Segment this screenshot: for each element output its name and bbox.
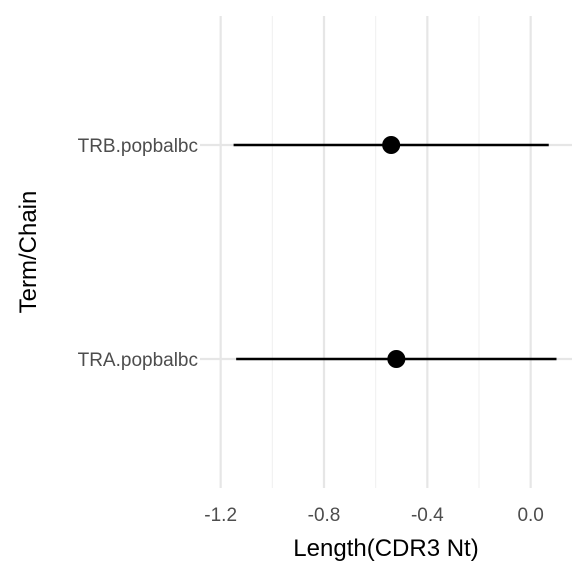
y-tick-label: TRB.popbalbc — [78, 136, 198, 157]
point-estimate — [387, 350, 406, 368]
x-tick-label: 0.0 — [517, 505, 543, 526]
point-estimate — [382, 136, 401, 154]
x-tick-label: -1.2 — [204, 505, 237, 526]
y-tick-label: TRA.popbalbc — [78, 350, 198, 371]
x-axis-ticks: -1.2 -0.8 -0.4 0.0 — [204, 505, 544, 526]
data-marks — [233, 136, 557, 368]
x-tick-label: -0.4 — [411, 505, 444, 526]
x-tick-label: -0.8 — [308, 505, 341, 526]
grid-layer — [200, 16, 572, 488]
y-axis-title: Term/Chain — [15, 191, 42, 314]
y-axis-ticks: TRB.popbalbc TRA.popbalbc — [78, 136, 198, 371]
x-axis-title: Length(CDR3 Nt) — [293, 535, 478, 562]
